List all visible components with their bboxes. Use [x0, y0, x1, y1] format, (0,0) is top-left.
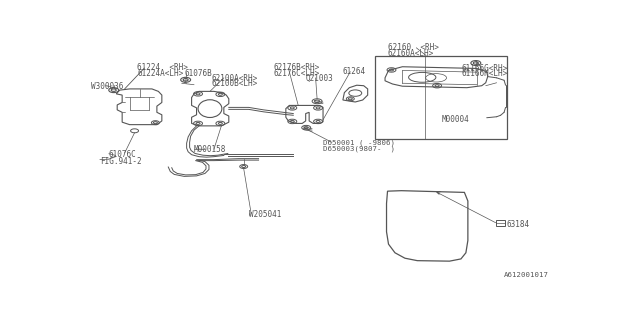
- Bar: [495, 220, 504, 226]
- Text: 61076C: 61076C: [109, 150, 136, 159]
- Text: 62176C<LH>: 62176C<LH>: [273, 69, 320, 78]
- Text: 61076B: 61076B: [184, 69, 212, 78]
- Text: 62160  <RH>: 62160 <RH>: [388, 43, 438, 52]
- Text: W300036: W300036: [91, 82, 124, 91]
- Text: Q21003: Q21003: [306, 74, 333, 83]
- Text: 62100A<RH>: 62100A<RH>: [211, 74, 258, 83]
- Text: 62176B<RH>: 62176B<RH>: [273, 63, 320, 72]
- Text: 63184: 63184: [507, 220, 530, 229]
- Text: 62100B<LH>: 62100B<LH>: [211, 79, 258, 88]
- Text: 61264: 61264: [343, 67, 366, 76]
- Text: 61224A<LH>: 61224A<LH>: [137, 69, 183, 78]
- Text: W205041: W205041: [249, 210, 281, 219]
- Text: D650001 ( -9806): D650001 ( -9806): [323, 140, 395, 146]
- Bar: [375, 56, 507, 140]
- Text: M00004: M00004: [442, 115, 470, 124]
- Text: 61166H<LH>: 61166H<LH>: [462, 69, 508, 78]
- Text: FIG.941-2: FIG.941-2: [100, 157, 141, 166]
- Text: A612001017: A612001017: [504, 272, 549, 278]
- Text: M000158: M000158: [194, 145, 227, 154]
- Text: 61166G<RH>: 61166G<RH>: [462, 64, 508, 73]
- Text: 62160A<LH>: 62160A<LH>: [388, 49, 434, 58]
- Text: D650003(9807-  ): D650003(9807- ): [323, 145, 395, 152]
- Text: 61224  <RH>: 61224 <RH>: [137, 63, 188, 72]
